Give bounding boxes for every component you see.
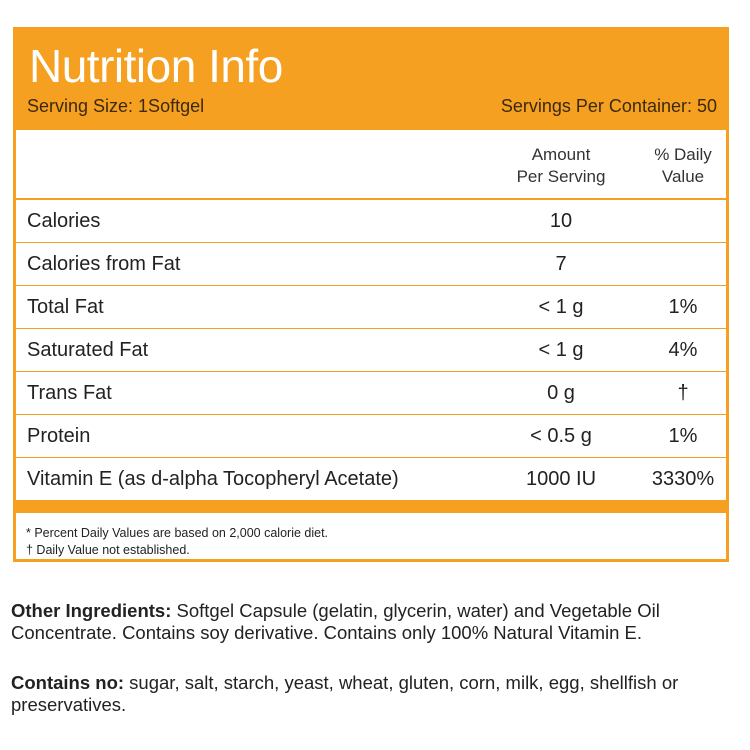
nutrient-row: Total Fat < 1 g 1% <box>16 286 726 329</box>
contains-no: Contains no: sugar, salt, starch, yeast,… <box>11 672 736 716</box>
contains-no-text: sugar, salt, starch, yeast, wheat, glute… <box>11 672 679 715</box>
nutrient-row: Calories from Fat 7 <box>16 243 726 286</box>
nutrient-daily-value: 1% <box>668 296 698 318</box>
nutrient-row: Saturated Fat < 1 g 4% <box>16 329 726 372</box>
column-header-daily-value: % Daily Value <box>654 145 712 186</box>
nutrient-amount: 1000 IU <box>525 468 597 490</box>
column-header-row: Amount Per Serving % Daily Value <box>16 130 726 200</box>
column-header-amount: Amount Per Serving <box>516 145 606 186</box>
nutrient-row: Trans Fat 0 g † <box>16 372 726 415</box>
nutrient-amount: 10 <box>549 210 573 232</box>
footnote-percent-dv: * Percent Daily Values are based on 2,00… <box>26 526 329 540</box>
nutrient-name: Vitamin E (as d-alpha Tocopheryl Acetate… <box>27 468 399 490</box>
nutrient-amount: < 1 g <box>538 339 584 361</box>
other-ingredients-text: Softgel Capsule (gelatin, glycerin, wate… <box>11 600 660 643</box>
other-ingredients-label: Other Ingredients: <box>11 600 172 621</box>
nutrient-daily-value: 4% <box>668 339 698 361</box>
nutrient-daily-value: 3330% <box>651 468 715 490</box>
nutrient-name: Calories from Fat <box>27 253 181 275</box>
nutrient-name: Saturated Fat <box>27 339 149 361</box>
nutrient-amount: < 0.5 g <box>530 425 592 447</box>
other-ingredients: Other Ingredients: Softgel Capsule (gela… <box>11 600 736 644</box>
serving-size: Serving Size: 1Softgel <box>27 96 205 116</box>
nutrient-name: Total Fat <box>27 296 104 318</box>
nutrient-amount: 0 g <box>547 382 575 404</box>
nutrition-panel: Nutrition Info Serving Size: 1Softgel Se… <box>13 27 729 562</box>
footnote-dv-not-established: † Daily Value not established. <box>26 543 190 557</box>
nutrient-name: Protein <box>27 425 91 447</box>
nutrient-amount: 7 <box>555 253 567 275</box>
nutrient-row: Vitamin E (as d-alpha Tocopheryl Acetate… <box>16 458 726 501</box>
nutrient-amount: < 1 g <box>538 296 584 318</box>
nutrition-header: Nutrition Info Serving Size: 1Softgel Se… <box>16 30 726 130</box>
nutrition-title: Nutrition Info <box>29 40 283 92</box>
footnote-divider <box>16 501 726 513</box>
nutrient-daily-value: 1% <box>668 425 698 447</box>
nutrient-row: Protein < 0.5 g 1% <box>16 415 726 458</box>
nutrient-daily-value: † <box>677 382 689 404</box>
contains-no-label: Contains no: <box>11 672 125 693</box>
servings-per-container: Servings Per Container: 50 <box>500 96 717 116</box>
footnotes: * Percent Daily Values are based on 2,00… <box>16 513 726 559</box>
nutrient-name: Calories <box>27 210 101 232</box>
nutrient-row: Calories 10 <box>16 200 726 243</box>
nutrient-name: Trans Fat <box>27 382 112 404</box>
